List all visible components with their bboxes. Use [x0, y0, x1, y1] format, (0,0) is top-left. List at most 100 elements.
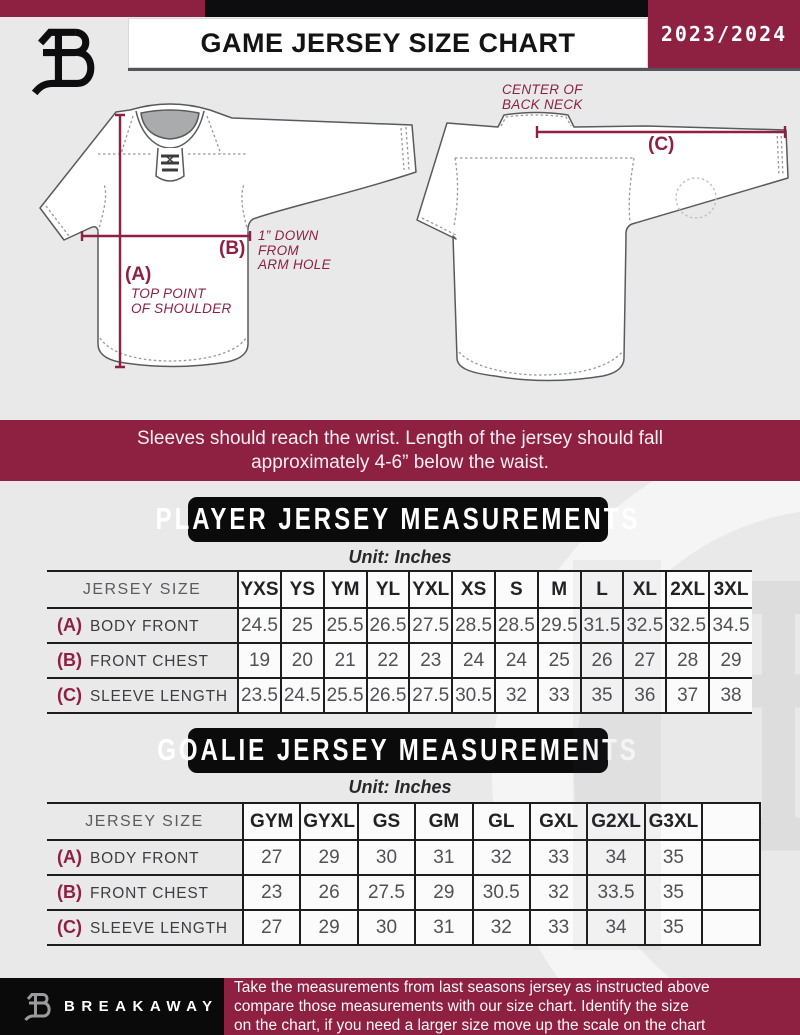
- fit-info-line1: Sleeves should reach the wrist. Length o…: [137, 427, 663, 449]
- measurement-cell: 24: [493, 642, 538, 678]
- size-column-header: L: [579, 570, 624, 608]
- row-key: (A): [57, 615, 82, 635]
- measurement-cell: 24.5: [279, 677, 324, 714]
- measurement-cell: 25.5: [322, 677, 367, 714]
- row-name: FRONT CHEST: [90, 653, 209, 670]
- measurement-cell: 27: [241, 839, 301, 875]
- size-column-header: GS: [356, 802, 416, 840]
- player-section-title: PLAYER JERSEY MEASUREMENTS: [156, 497, 637, 542]
- table-row: (A) BODY FRONT 24.5 25 25.5 26.5 27.5 28.5 28.5 2…: [47, 607, 752, 643]
- back-neck-note: CENTER OF BACK NECK: [502, 82, 583, 112]
- measurement-cell: 27: [622, 642, 667, 678]
- measurement-cell: 27.5: [356, 874, 416, 910]
- measurement-cell: 27: [241, 909, 301, 946]
- footer-brand-panel: BREAKAWAY: [0, 978, 224, 1035]
- table-row: (C) SLEEVE LENGTH 27 29 30 31 32 33 34 35: [47, 909, 761, 946]
- row-label-cell: (B) FRONT CHEST: [47, 874, 243, 910]
- measurement-cell: 33: [528, 909, 588, 946]
- size-column-header: GL: [471, 802, 530, 840]
- measurement-cell: 27.5: [408, 677, 453, 714]
- size-header-cell: JERSEY SIZE: [47, 802, 243, 840]
- footer-note-line3: on the chart, if you need a larger size …: [234, 1017, 706, 1034]
- fit-info-line2: approximately 4-6” below the waist.: [251, 451, 549, 473]
- row-label-cell: (C) SLEEVE LENGTH: [47, 909, 243, 946]
- measurement-cell: 31: [414, 909, 473, 946]
- footer-note-line1: Take the measurements from last seasons …: [234, 979, 710, 996]
- header-strip-maroon: [0, 0, 205, 17]
- season-label: 2023/2024: [660, 22, 788, 46]
- player-size-table: JERSEY SIZE YXS YS YM YL YXL XS S M L XL 2XL 3XL (A) B…: [47, 570, 752, 714]
- back-jersey-diagram: [416, 111, 789, 382]
- footer-breakaway-logo-icon: [24, 992, 51, 1021]
- footer-instructions-panel: Take the measurements from last seasons …: [224, 978, 800, 1035]
- measurement-cell: 28: [665, 642, 710, 678]
- row-name: BODY FRONT: [90, 850, 200, 867]
- measurement-cell: 36: [622, 677, 667, 714]
- row-label-cell: (A) BODY FRONT: [47, 839, 243, 875]
- table-row: (B) FRONT CHEST 23 26 27.5 29 30.5 32 33.5 35: [47, 874, 761, 910]
- measurement-cell: 35: [643, 839, 703, 875]
- measurement-cell: 30: [356, 839, 416, 875]
- measurement-cell: 32: [471, 909, 530, 946]
- measurement-cell: 32: [493, 677, 538, 714]
- measurement-cell: 32.5: [622, 607, 667, 643]
- measurement-cell: [701, 874, 761, 910]
- measurement-cell: 24.5: [237, 607, 281, 643]
- size-column-header: G2XL: [586, 802, 645, 840]
- season-badge: 2023/2024: [648, 0, 800, 68]
- row-key: (B): [57, 650, 82, 670]
- size-column-header: S: [493, 570, 538, 608]
- header-rule: [128, 68, 800, 71]
- measurement-cell: 35: [579, 677, 624, 714]
- measurement-cell: [701, 909, 761, 946]
- measurement-cell: 23: [408, 642, 453, 678]
- measurement-cell: 29: [299, 909, 358, 946]
- measurement-cell: 32.5: [665, 607, 710, 643]
- row-key: (C): [57, 685, 82, 705]
- size-column-header: [701, 802, 761, 840]
- size-column-header: 3XL: [708, 570, 752, 608]
- size-column-header: GYXL: [299, 802, 358, 840]
- row-label-cell: (C) SLEEVE LENGTH: [47, 677, 239, 714]
- measurement-cell: 28.5: [451, 607, 495, 643]
- row-name: BODY FRONT: [90, 618, 200, 635]
- footer-brand-name: BREAKAWAY: [64, 998, 219, 1015]
- goalie-section-title: GOALIE JERSEY MEASUREMENTS: [157, 728, 636, 773]
- measurement-cell: 34.5: [708, 607, 752, 643]
- size-column-header: YXL: [408, 570, 453, 608]
- front-jersey-diagram: [39, 103, 417, 369]
- measurement-cell: 31: [414, 839, 473, 875]
- measurement-cell: 37: [665, 677, 710, 714]
- measure-b-note: 1” DOWN FROM ARM HOLE: [258, 228, 331, 272]
- size-column-header: GM: [414, 802, 473, 840]
- size-column-header: YL: [365, 570, 410, 608]
- goalie-unit-label: Unit: Inches: [348, 777, 452, 797]
- size-column-header: 2XL: [665, 570, 710, 608]
- measurement-cell: 24: [451, 642, 495, 678]
- size-column-header: XL: [622, 570, 667, 608]
- measurement-cell: 33.5: [586, 874, 645, 910]
- measurement-cell: 30.5: [451, 677, 495, 714]
- size-column-header: YXS: [237, 570, 281, 608]
- measurement-cell: 35: [643, 909, 703, 946]
- measure-a-label: (A): [125, 264, 152, 285]
- size-header-cell: JERSEY SIZE: [47, 570, 239, 608]
- measurement-cell: 29: [708, 642, 752, 678]
- measurement-cell: 27.5: [408, 607, 453, 643]
- measurement-cell: 25: [279, 607, 324, 643]
- footer-note-line2: compare those measurements with our size…: [234, 998, 689, 1015]
- measurement-cell: 26: [579, 642, 624, 678]
- size-column-header: M: [536, 570, 581, 608]
- measurement-cell: 29.5: [536, 607, 581, 643]
- size-column-header: GXL: [528, 802, 588, 840]
- measurement-cell: 32: [471, 839, 530, 875]
- measurement-cell: 26.5: [365, 677, 410, 714]
- measure-b-label: (B): [219, 238, 246, 259]
- row-key: (B): [57, 882, 82, 902]
- row-label-cell: (A) BODY FRONT: [47, 607, 239, 643]
- breakaway-logo-icon: [31, 28, 95, 96]
- measurement-cell: 32: [528, 874, 588, 910]
- measurement-cell: 26: [299, 874, 358, 910]
- size-column-header: GYM: [241, 802, 301, 840]
- goalie-size-table: JERSEY SIZE GYM GYXL GS GM GL GXL G2XL G3XL (A) BO…: [47, 802, 761, 946]
